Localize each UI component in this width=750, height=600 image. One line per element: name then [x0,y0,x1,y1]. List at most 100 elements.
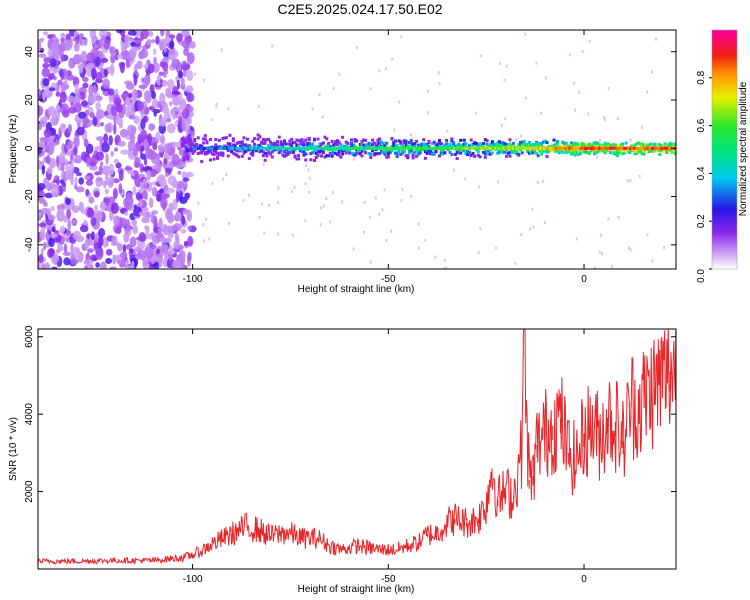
spectrogram-cell [300,138,304,142]
spectrogram-cell [176,32,183,43]
spectrogram-cell [642,152,646,156]
spectrogram-cell [621,152,625,156]
spectrogram-cell [203,137,207,141]
spectrogram-cell [615,154,619,158]
spectrogram-cell [267,146,270,150]
spectrogram-cell [200,148,204,152]
spectrogram-cell [425,146,429,150]
spectrogram-cell [218,146,221,150]
spectrogram-cell [364,138,367,142]
colorbar-step [712,225,737,228]
spectrogram-cell [251,150,255,154]
spectrogram-cell [534,142,538,145]
spectrogram-cell [134,175,141,188]
spectrogram-cell [539,146,542,150]
spectrogram-cell [74,95,79,101]
spectrogram-cell [45,180,50,190]
spectrogram-cell [374,152,378,156]
spectrogram-cell [110,105,118,117]
spectrogram-cell [371,138,375,142]
spectrogram-cell [152,98,158,109]
spectrogram-cell [515,138,517,142]
spectrogram-cell [105,198,110,207]
colorbar-step [712,231,737,234]
spectrogram-cell [608,151,612,154]
colorbar-step [712,141,737,145]
spectrogram-cell [476,153,480,157]
spectrogram-cell [241,146,245,150]
spectrogram-cell [60,37,66,43]
spectrogram-cell [369,156,373,159]
spectrogram-cell [638,174,641,178]
spectrogram-cell [166,213,175,223]
spectrogram-cell [401,144,404,147]
spectrogram-cell [378,69,381,73]
spectrogram-cell [182,139,186,143]
spectrogram-cell [73,145,78,156]
spectrogram-cell [450,146,454,150]
spectrogram-cell [591,142,595,146]
colorbar-step [712,81,737,85]
spectrogram-cell [244,149,248,153]
spectrogram-cell [416,153,420,157]
colorbar-step [712,55,737,59]
spectrogram-cell [136,101,144,111]
spectrogram-cell [445,146,449,150]
spectrogram-cell [256,133,260,137]
spectrogram-cell [452,142,456,146]
spectrogram-cell [607,148,611,152]
spectrogram-cell [96,136,105,142]
spectrogram-cell [110,150,114,157]
colorbar-step [712,129,737,133]
spectrogram-cell [217,138,221,142]
spectrogram-cell [280,146,284,150]
spectrogram-cell [144,157,148,166]
spectrogram-cell [494,145,498,148]
spectrogram-cell [499,143,503,147]
spectrogram-cell [66,149,72,156]
spectrogram-cell [438,154,441,158]
spectrogram-cell [410,194,413,198]
spectrogram-cell [94,171,100,176]
spectrogram-cell [259,146,263,150]
spectrogram-cell [84,265,88,269]
spectrogram-cell [663,246,666,250]
spectrogram-cell [198,146,202,150]
spectrogram-cell [586,143,589,147]
spectrogram-cell [542,179,545,183]
colorbar-step [712,119,737,123]
spectrogram-cell [297,145,301,149]
spectrogram-cell [501,141,505,145]
spectrogram-cell [146,169,152,181]
spectrogram-cell [483,155,487,159]
spectrogram-cell [399,152,403,156]
spectrogram-cell [290,190,293,194]
spectrogram-cell [158,38,165,51]
spectrogram-cell [314,151,318,155]
spectrogram-cell [61,182,66,187]
spectrogram-cell [453,168,455,172]
spectrogram-cell [393,128,396,132]
spectrogram-cell [304,182,307,186]
colorbar-step [712,161,737,165]
spectrogram-cell [570,149,574,153]
spectrogram-cell [53,175,60,182]
spectrogram-cell [424,239,427,242]
spectrogram-cell [367,141,371,145]
spectrogram-cell [267,138,271,141]
spectrogram-cell [434,150,438,154]
spectrogram-cell [122,244,127,254]
spectrogram-cell [573,143,577,147]
spectrogram-cell [184,141,188,145]
spectrogram-cell [89,157,97,162]
colorbar-step [712,265,737,268]
spectrogram-cell [302,146,306,150]
spectrogram-cell [642,143,646,147]
colorbar-step [712,69,737,73]
spectrogram-cell [267,150,271,154]
spectrogram-cell [505,64,508,68]
spectrogram-cell [189,145,193,149]
spectrogram-cell [423,150,427,154]
colorbar-step [712,251,737,254]
